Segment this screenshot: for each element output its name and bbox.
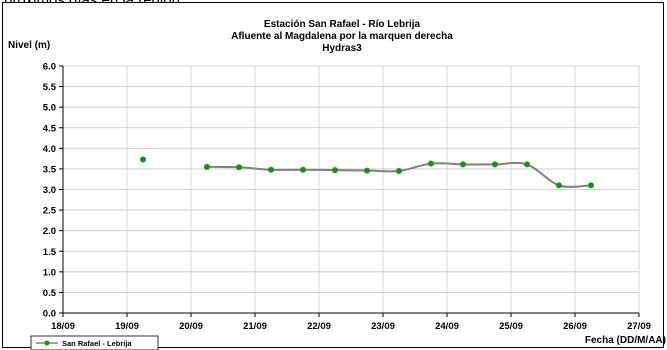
y-tick-label: 5.5 <box>43 82 57 93</box>
data-point <box>236 164 242 171</box>
data-point <box>204 163 210 170</box>
data-point <box>364 167 370 174</box>
y-tick-label: 4.5 <box>43 123 57 134</box>
x-tick-label: 19/09 <box>115 321 139 332</box>
data-point <box>524 161 530 168</box>
legend: San Rafael - Lebrija <box>30 335 159 350</box>
data-point <box>492 161 498 168</box>
y-tick-label: 2.0 <box>43 226 56 237</box>
x-tick-label: 27/09 <box>627 321 651 332</box>
x-tick-label: 24/09 <box>435 321 459 332</box>
chart-title: Estación San Rafael - Río Lebrija <box>264 19 421 30</box>
x-tick-label: 20/09 <box>179 321 203 332</box>
y-tick-label: 6.0 <box>43 62 56 73</box>
y-tick-label: 1.0 <box>43 267 56 278</box>
y-axis-label: Nivel (m) <box>8 40 50 51</box>
legend-marker-swatch <box>44 340 50 346</box>
x-tick-label: 21/09 <box>243 321 267 332</box>
y-tick-label: 3.0 <box>43 185 56 196</box>
data-point <box>300 166 306 173</box>
y-tick-labels: 0.0 0.5 1.0 1.5 2.0 2.5 3.0 3.5 4.0 4.5 5.0 5.5 6.0 <box>43 62 57 320</box>
data-point <box>460 161 466 168</box>
x-tick-label: 18/09 <box>51 321 75 332</box>
data-point <box>588 182 594 189</box>
y-tick-label: 5.0 <box>43 103 56 114</box>
data-point <box>396 167 402 174</box>
series-layer <box>140 156 594 189</box>
y-tick-label: 0.5 <box>43 288 57 299</box>
data-point <box>428 160 434 167</box>
legend-entry: San Rafael - Lebrija <box>62 339 132 348</box>
x-tick-label: 25/09 <box>499 321 523 332</box>
axes <box>59 65 640 317</box>
x-tick-labels: 18/09 19/09 20/09 21/09 22/09 23/09 24/09 25/09… <box>51 321 651 332</box>
x-tick-label: 23/09 <box>371 321 395 332</box>
x-tick-label: 26/09 <box>563 321 587 332</box>
data-point <box>140 156 146 163</box>
legend-box <box>30 335 159 350</box>
chart-subtitle: Afluente al Magdalena por la marquen der… <box>231 31 453 42</box>
data-point <box>556 182 562 189</box>
x-axis-label: Fecha (DD/M/AA) <box>585 335 666 346</box>
x-tick-label: 22/09 <box>307 321 331 332</box>
y-tick-label: 1.5 <box>43 247 57 258</box>
data-point <box>332 167 338 174</box>
y-tick-label: 3.5 <box>43 164 57 175</box>
chart-subtitle-2: Hydras3 <box>322 43 362 54</box>
data-point <box>268 166 274 173</box>
y-tick-label: 4.0 <box>43 144 56 155</box>
y-tick-label: 2.5 <box>43 206 57 217</box>
y-tick-label: 0.0 <box>43 309 56 320</box>
